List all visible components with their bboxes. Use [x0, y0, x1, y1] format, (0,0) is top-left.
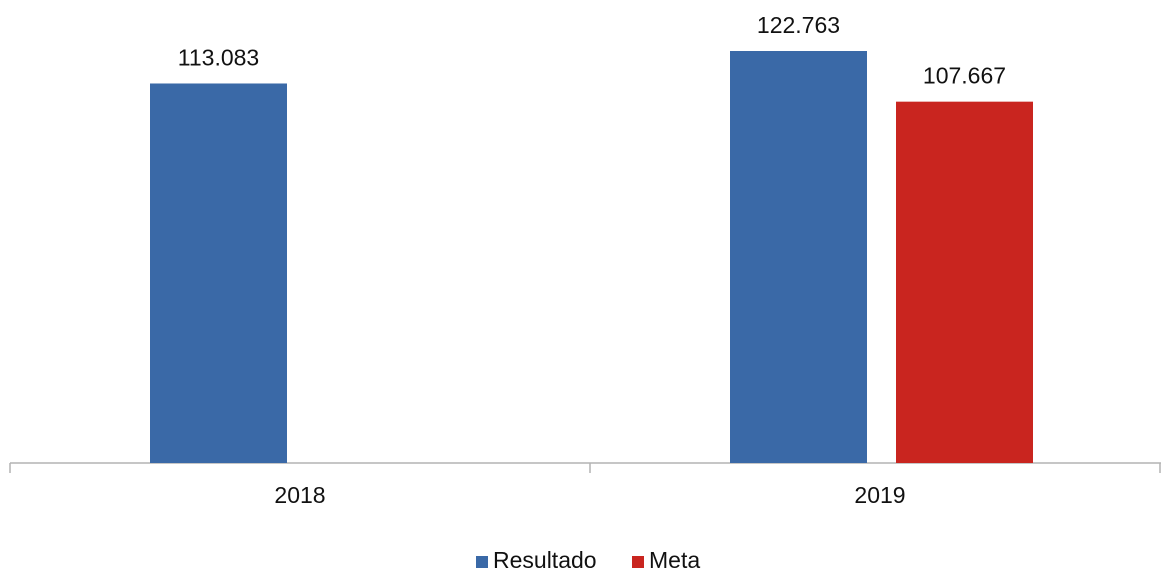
legend-swatch	[632, 556, 644, 568]
data-label: 122.763	[757, 12, 840, 38]
bar	[730, 51, 867, 463]
legend-swatch	[476, 556, 488, 568]
data-label: 107.667	[923, 63, 1006, 89]
legend-label: Resultado	[493, 547, 597, 572]
bar	[150, 83, 287, 463]
bar	[896, 101, 1033, 463]
legend-label: Meta	[649, 547, 700, 572]
data-label: 113.083	[178, 45, 259, 71]
x-tick-label: 2019	[854, 482, 905, 508]
x-tick-label: 2018	[274, 482, 325, 508]
